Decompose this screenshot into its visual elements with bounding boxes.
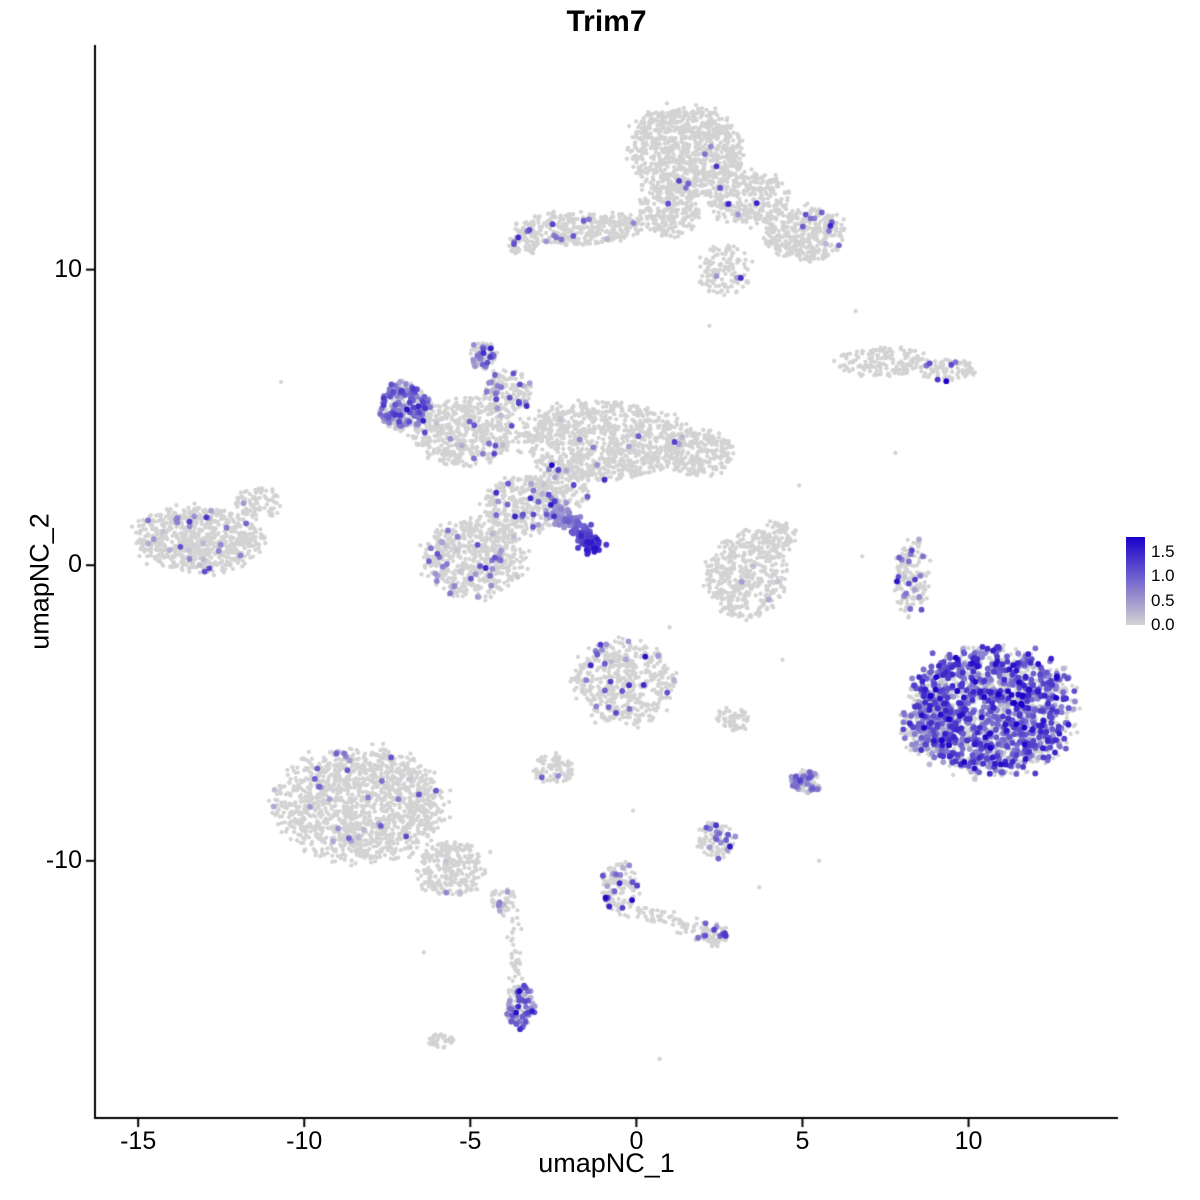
- colorbar-tick-label: 0.5: [1151, 590, 1175, 610]
- y-axis-title: umapNC_2: [24, 513, 55, 650]
- colorbar-tick-label: 1.0: [1151, 566, 1175, 586]
- x-tick-label: 0: [629, 1127, 644, 1155]
- x-tick-label: 10: [954, 1127, 983, 1155]
- y-tick-label: 0: [68, 550, 82, 579]
- y-tick-label: -10: [45, 845, 82, 874]
- x-tick-label: -5: [459, 1127, 482, 1155]
- x-tick-label: 5: [795, 1127, 810, 1155]
- colorbar-tick-label: 0.0: [1151, 615, 1175, 634]
- x-axis-title: umapNC_1: [538, 1148, 675, 1178]
- colorbar-tick-label: 1.5: [1151, 541, 1175, 561]
- x-tick-label: -10: [286, 1127, 323, 1155]
- x-tick-label: -15: [120, 1127, 157, 1155]
- plot-title: Trim7: [566, 5, 647, 38]
- colorbar-gradient: [1126, 537, 1145, 625]
- y-tick-label: 10: [54, 254, 82, 283]
